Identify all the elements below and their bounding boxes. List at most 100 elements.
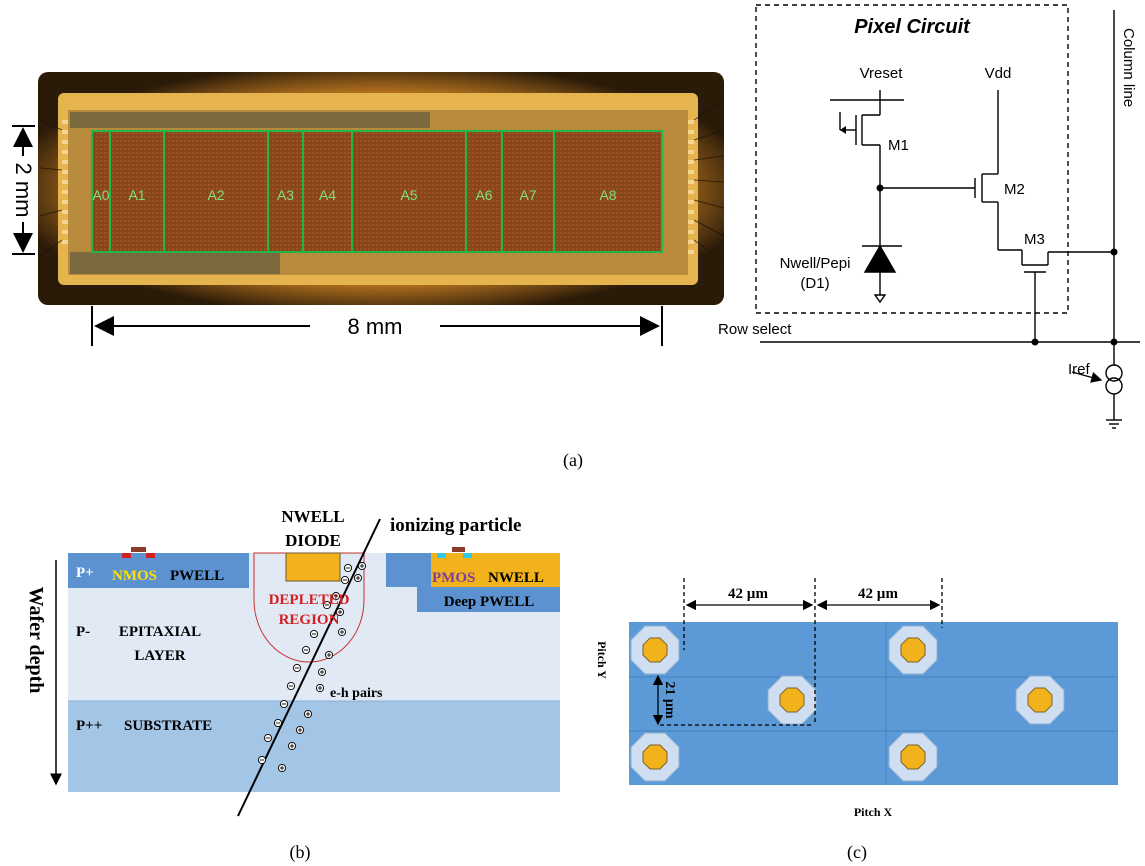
- row-select-label: Row select: [718, 321, 792, 338]
- circuit-nodes: [840, 126, 1118, 346]
- pitch-x-label: Pitch X: [854, 805, 893, 819]
- pixel-diode: [630, 625, 680, 675]
- iref-label: Iref: [1068, 361, 1091, 378]
- pmos-label: PMOS: [432, 570, 475, 586]
- epi-label-2: LAYER: [134, 648, 185, 664]
- pitch-y-label: Pitch Y: [595, 641, 609, 679]
- m2-label: M2: [1004, 181, 1025, 198]
- circuit-title: Pixel Circuit: [854, 16, 971, 38]
- panel-label-b: (b): [290, 842, 311, 863]
- deep-pwell-label: Deep PWELL: [444, 594, 534, 610]
- m3-label: M3: [1024, 231, 1045, 248]
- column-line-label: Column line: [1120, 28, 1137, 107]
- eh-pairs-label: e-h pairs: [330, 686, 383, 701]
- hole-mark: [331, 591, 341, 601]
- circuit-labels: Pixel Circuit Vreset Vdd M1 M2 M3 Nwell/…: [718, 16, 1137, 378]
- chip-area-label-a4: A4: [319, 187, 336, 203]
- nwell-label: NWELL: [488, 570, 544, 586]
- chip-area-label-a0: A0: [92, 187, 109, 203]
- p-minus-label: P-: [76, 624, 90, 640]
- chip-height-dimension: 2 mm: [11, 125, 36, 255]
- nwell-diode: [285, 552, 341, 582]
- dim-y-label: 21 µm: [662, 681, 677, 719]
- p-plus-plus-label: P++: [76, 718, 102, 734]
- electron-mark: [273, 718, 283, 728]
- chip-area-label-a2: A2: [207, 187, 224, 203]
- hole-mark: [295, 725, 305, 735]
- die-top-strip: [70, 112, 430, 128]
- chip-area-a8: [553, 130, 663, 253]
- electron-mark: [286, 681, 296, 691]
- pwell-left: [68, 553, 249, 588]
- nwell-diode-label-1: NWELL: [281, 507, 344, 526]
- depleted-label-1: DEPLETED: [269, 592, 350, 608]
- pixel-diode: [888, 732, 938, 782]
- electron-mark: [309, 629, 319, 639]
- pixel-diodes: [630, 625, 1065, 782]
- hole-mark: [324, 650, 334, 660]
- chip-width-label: 8 mm: [348, 314, 403, 339]
- electron-mark: [343, 563, 353, 573]
- nmos-label: NMOS: [112, 568, 157, 584]
- hole-mark: [337, 627, 347, 637]
- dim-x2-label: 42 µm: [858, 586, 898, 602]
- electron-mark: [279, 699, 289, 709]
- hole-mark: [353, 573, 363, 583]
- hole-mark: [277, 763, 287, 773]
- bond-pads-left: [62, 120, 68, 244]
- ionizing-label: ionizing particle: [390, 515, 521, 536]
- electron-mark: [301, 645, 311, 655]
- hole-mark: [287, 741, 297, 751]
- nwell-right: [431, 553, 560, 587]
- chip-area-label-a6: A6: [475, 187, 492, 203]
- chip-width-dimension: 8 mm: [91, 306, 663, 346]
- pixel-pitch: 42 µm 42 µm 21 µm Pitch Y Pitch X: [595, 578, 1118, 819]
- panel-label-a: (a): [563, 450, 583, 471]
- diode-label-2: (D1): [800, 275, 829, 292]
- substrate-layer: [68, 701, 560, 792]
- wafer-depth-label: Wafer depth: [25, 587, 47, 694]
- electron-mark: [292, 663, 302, 673]
- diode-label-1: Nwell/Pepi: [780, 255, 851, 272]
- electron-mark: [340, 575, 350, 585]
- substrate-label: SUBSTRATE: [124, 718, 212, 734]
- cross-section: [50, 518, 560, 817]
- pitch-dimensions: [652, 578, 943, 726]
- vdd-label: Vdd: [985, 65, 1012, 82]
- dim-x1-label: 42 µm: [728, 586, 768, 602]
- electron-mark: [257, 755, 267, 765]
- m1-label: M1: [888, 137, 909, 154]
- pixel-diode: [888, 625, 938, 675]
- hole-mark: [357, 561, 367, 571]
- electron-mark: [322, 600, 332, 610]
- chip-height-label: 2 mm: [11, 163, 36, 218]
- particle-track: [237, 518, 381, 817]
- pixel-circuit: [755, 4, 1140, 429]
- pixel-diode: [1015, 675, 1065, 725]
- hole-mark: [303, 709, 313, 719]
- charge-carriers: [257, 561, 367, 773]
- chip-area-label-a1: A1: [128, 187, 145, 203]
- circuit-dashed-box: [755, 4, 1069, 314]
- pixel-diode: [767, 675, 817, 725]
- p-plus-label: P+: [76, 565, 94, 581]
- m1-gate-arrow: [840, 126, 846, 134]
- panel-label-c: (c): [847, 842, 867, 863]
- chip-area-label-a5: A5: [400, 187, 417, 203]
- chip-area-label-a7: A7: [519, 187, 536, 203]
- epi-label-1: EPITAXIAL: [119, 624, 201, 640]
- hole-mark: [315, 683, 325, 693]
- die-bottom-strip: [70, 252, 280, 274]
- chip-areas: A0 A1 A2 A3 A4 A5 A6 A7 A8: [91, 130, 663, 253]
- chip-area-label-a3: A3: [277, 187, 294, 203]
- vreset-label: Vreset: [860, 65, 904, 82]
- depleted-label-2: REGION: [279, 612, 340, 628]
- deep-pwell: [417, 587, 560, 612]
- electron-mark: [263, 733, 273, 743]
- pixel-matrix: [92, 131, 662, 252]
- pixel-diode: [630, 732, 680, 782]
- cross-section-labels: Wafer depth NWELL DIODE ionizing particl…: [25, 507, 544, 734]
- pwell-label: PWELL: [170, 568, 224, 584]
